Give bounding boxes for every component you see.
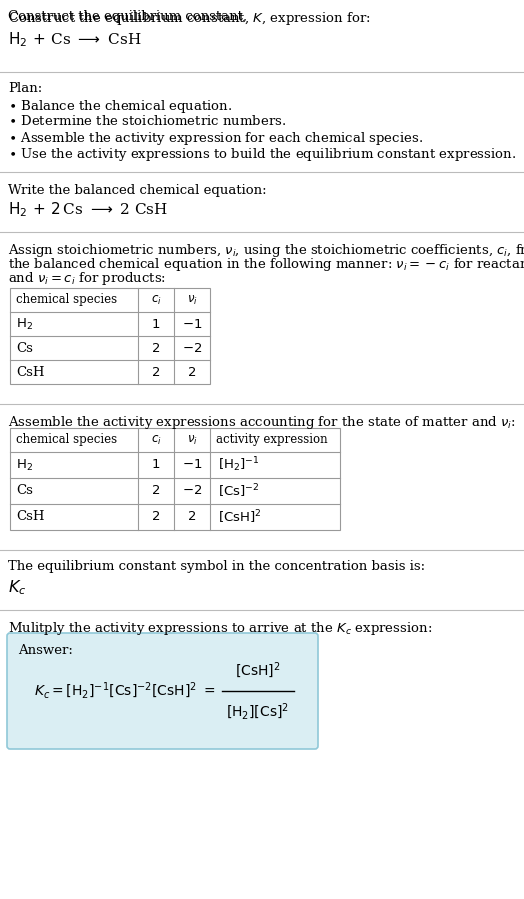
Text: 2: 2 (152, 511, 160, 523)
Text: $c_i$: $c_i$ (150, 293, 161, 307)
Text: $[\mathrm{H_2}]^{-1}$: $[\mathrm{H_2}]^{-1}$ (218, 456, 259, 475)
Text: Construct the equilibrium constant,: Construct the equilibrium constant, (8, 10, 251, 23)
Text: Assemble the activity expressions accounting for the state of matter and $\nu_i$: Assemble the activity expressions accoun… (8, 414, 516, 431)
Text: $[\mathrm{CsH}]^{2}$: $[\mathrm{CsH}]^{2}$ (218, 508, 261, 526)
Text: $\bullet$ Balance the chemical equation.: $\bullet$ Balance the chemical equation. (8, 98, 233, 115)
Text: $K_c = [\mathrm{H_2}]^{-1} [\mathrm{Cs}]^{-2} [\mathrm{CsH}]^{2}\ =\ $: $K_c = [\mathrm{H_2}]^{-1} [\mathrm{Cs}]… (34, 681, 215, 701)
Text: Write the balanced chemical equation:: Write the balanced chemical equation: (8, 184, 267, 197)
Text: $[\mathrm{Cs}]^{-2}$: $[\mathrm{Cs}]^{-2}$ (218, 482, 259, 500)
Text: and $\nu_i = c_i$ for products:: and $\nu_i = c_i$ for products: (8, 270, 166, 287)
Text: activity expression: activity expression (216, 433, 328, 447)
Text: Construct the equilibrium constant, $K$, expression for:: Construct the equilibrium constant, $K$,… (8, 10, 370, 27)
Text: $\mathrm{H_2}$$\,+\,2\,$Cs $\longrightarrow$ 2 CsH: $\mathrm{H_2}$$\,+\,2\,$Cs $\longrightar… (8, 200, 168, 218)
Text: $-2$: $-2$ (182, 342, 202, 354)
Text: CsH: CsH (16, 511, 45, 523)
Text: $-1$: $-1$ (182, 458, 202, 471)
Text: $\mathrm{H_2}$: $\mathrm{H_2}$ (16, 316, 33, 332)
Text: $\nu_i$: $\nu_i$ (187, 433, 198, 447)
Text: $K_c$: $K_c$ (8, 578, 26, 597)
Text: $\mathrm{H_2}$$\,+\,$Cs $\longrightarrow$ CsH: $\mathrm{H_2}$$\,+\,$Cs $\longrightarrow… (8, 30, 141, 49)
Text: 2: 2 (188, 366, 196, 378)
Text: Assign stoichiometric numbers, $\nu_i$, using the stoichiometric coefficients, $: Assign stoichiometric numbers, $\nu_i$, … (8, 242, 524, 259)
Text: 2: 2 (152, 366, 160, 378)
Bar (10, 288, 210, 384)
Text: CsH: CsH (16, 366, 45, 378)
Text: Cs: Cs (16, 485, 33, 497)
Text: $[\mathrm{H_2}][\mathrm{Cs}]^{2}$: $[\mathrm{H_2}][\mathrm{Cs}]^{2}$ (226, 702, 290, 723)
Text: the balanced chemical equation in the following manner: $\nu_i = -c_i$ for react: the balanced chemical equation in the fo… (8, 256, 524, 273)
Text: $\bullet$ Assemble the activity expression for each chemical species.: $\bullet$ Assemble the activity expressi… (8, 130, 423, 147)
Text: $\nu_i$: $\nu_i$ (187, 293, 198, 307)
Text: Mulitply the activity expressions to arrive at the $K_c$ expression:: Mulitply the activity expressions to arr… (8, 620, 432, 637)
Text: 1: 1 (152, 317, 160, 331)
Text: Answer:: Answer: (18, 644, 73, 657)
FancyBboxPatch shape (7, 633, 318, 749)
Text: Cs: Cs (16, 342, 33, 354)
Text: $\mathrm{H_2}$: $\mathrm{H_2}$ (16, 458, 33, 473)
Bar (10, 428, 340, 530)
Text: $\bullet$ Determine the stoichiometric numbers.: $\bullet$ Determine the stoichiometric n… (8, 114, 286, 128)
Text: $-2$: $-2$ (182, 485, 202, 497)
Text: The equilibrium constant symbol in the concentration basis is:: The equilibrium constant symbol in the c… (8, 560, 425, 573)
Text: chemical species: chemical species (16, 293, 117, 307)
Text: chemical species: chemical species (16, 433, 117, 447)
Text: Plan:: Plan: (8, 82, 42, 95)
Text: $-1$: $-1$ (182, 317, 202, 331)
Text: 2: 2 (152, 485, 160, 497)
Text: $[\mathrm{CsH}]^{2}$: $[\mathrm{CsH}]^{2}$ (235, 660, 281, 680)
Text: 2: 2 (188, 511, 196, 523)
Text: $\bullet$ Use the activity expressions to build the equilibrium constant express: $\bullet$ Use the activity expressions t… (8, 146, 516, 163)
Text: $c_i$: $c_i$ (150, 433, 161, 447)
Text: 1: 1 (152, 458, 160, 471)
Text: 2: 2 (152, 342, 160, 354)
